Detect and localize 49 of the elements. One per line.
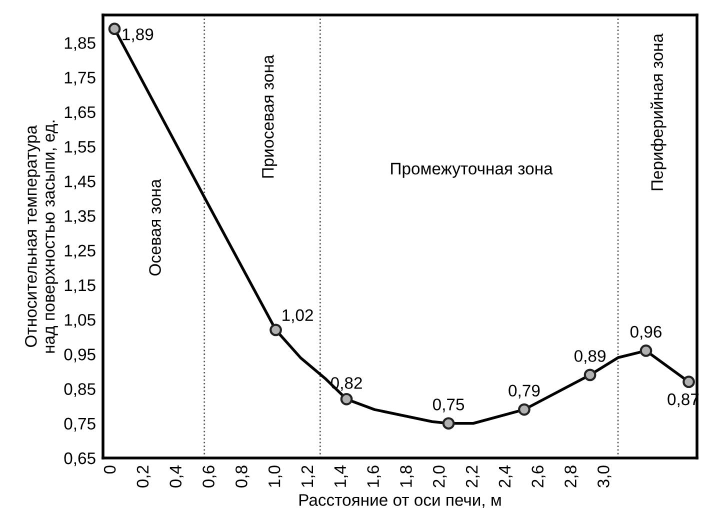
point (340, 392, 353, 406)
x-tick-label: 2,2 (466, 466, 480, 488)
y-tick-label: 1,75 (64, 72, 96, 86)
x-tick-label: 3,0 (598, 466, 612, 488)
y-tick-label: 1,45 (64, 176, 96, 190)
x-tick-label: 1,8 (400, 466, 414, 487)
y-tick-label: 1,05 (64, 314, 96, 328)
x-tick-label: 0 (104, 466, 116, 474)
x-tick-label: 2,0 (432, 466, 447, 488)
y-tick-label: 1,35 (64, 210, 96, 224)
x-tick-label: 1,6 (367, 466, 381, 487)
x-tick-label: 1,2 (301, 466, 316, 487)
annotation: Приосевая зона (262, 54, 278, 178)
y-tick-label: 1,55 (64, 141, 96, 155)
x-tick-label: 0,6 (202, 466, 216, 488)
data-label: 0,75 (432, 398, 464, 412)
data-label: 0,79 (508, 384, 540, 398)
x-tick-label: 1,4 (334, 465, 348, 487)
point (584, 368, 596, 382)
x-tick-label: 2,8 (564, 466, 578, 488)
x-axis-title: Расстояние от оси печи, м (299, 494, 501, 508)
y-tick-label: 0,65 (64, 452, 96, 466)
point (108, 22, 121, 36)
data-label: 0,89 (574, 350, 606, 364)
y-tick-label: 0,75 (64, 418, 96, 432)
y-tick-label: 1,25 (64, 244, 96, 259)
point (640, 344, 652, 357)
x-tick-label: 2,4 (498, 465, 513, 488)
x-tick-label: 2,6 (532, 466, 546, 488)
y-tick-label: 1,65 (64, 106, 96, 120)
x-tick-label: 0,4 (170, 465, 184, 488)
y-tick-label: 1,85 (64, 37, 96, 51)
point (270, 324, 282, 336)
y-tick-label: 1,15 (64, 280, 96, 294)
x-tick-label: 1,0 (268, 466, 282, 487)
x-tick-label: 0,8 (236, 466, 250, 488)
x-tick-label: 0,2 (136, 466, 151, 488)
data-label: 0,96 (630, 326, 662, 340)
y-tick-label: 0,85 (64, 383, 96, 397)
annotation: Осевая зона (149, 178, 161, 276)
point (682, 376, 695, 388)
data-label: 1,89 (122, 28, 154, 42)
data-label: 1,02 (282, 309, 313, 324)
annotation: Периферийная зона (650, 33, 666, 190)
y-tick-label: 0,95 (64, 348, 96, 362)
annotation: Промежуточная зона (391, 162, 553, 178)
point (518, 403, 530, 416)
point (442, 417, 455, 430)
y-axis-title: Относительная температура над поверхностью засыпи, ед. (25, 120, 58, 353)
